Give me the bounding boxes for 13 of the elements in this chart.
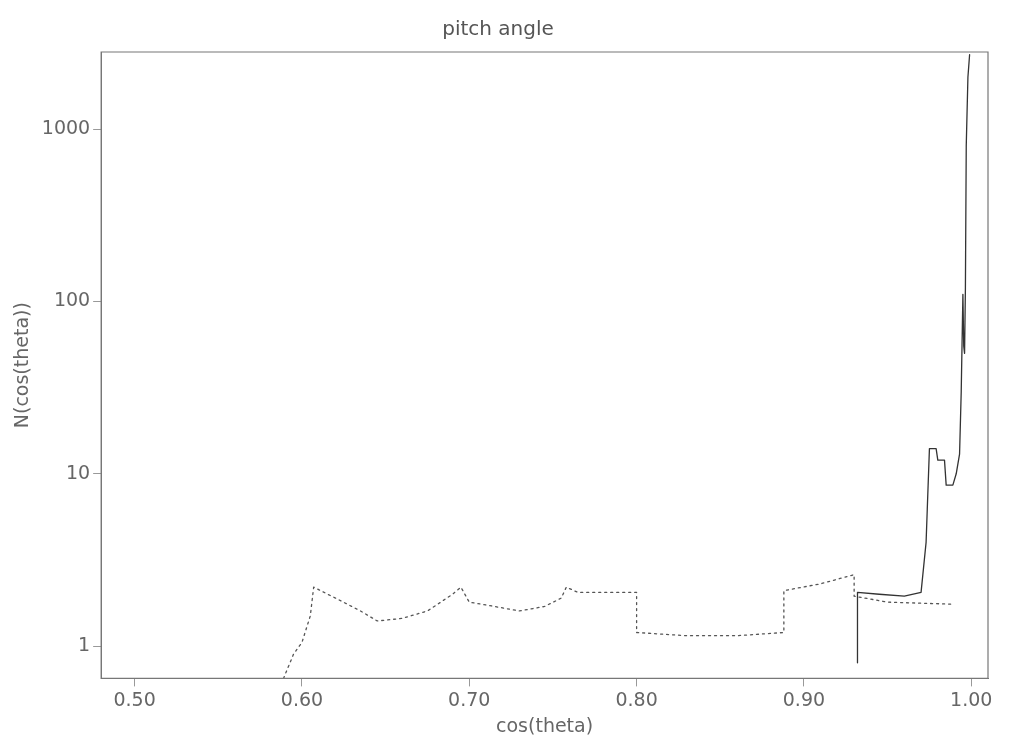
x-tick-label: 1.00 [950,687,993,710]
x-tick-label: 0.70 [448,687,491,710]
x-tick-label: 0.50 [113,687,156,710]
y-tick-label: 100 [53,288,91,311]
y-axis-title: N(cos(theta)) [10,302,33,429]
chart-title: pitch angle [442,16,554,41]
x-tick-label: 0.60 [280,687,324,710]
y-tick-label: 10 [65,460,91,483]
y-tick-label: 1000 [41,116,91,139]
x-tick-label: 0.90 [782,687,826,710]
y-tick-label: 1 [78,633,91,656]
x-tick-label: 0.80 [615,687,658,710]
x-axis-title: cos(theta) [496,713,594,736]
